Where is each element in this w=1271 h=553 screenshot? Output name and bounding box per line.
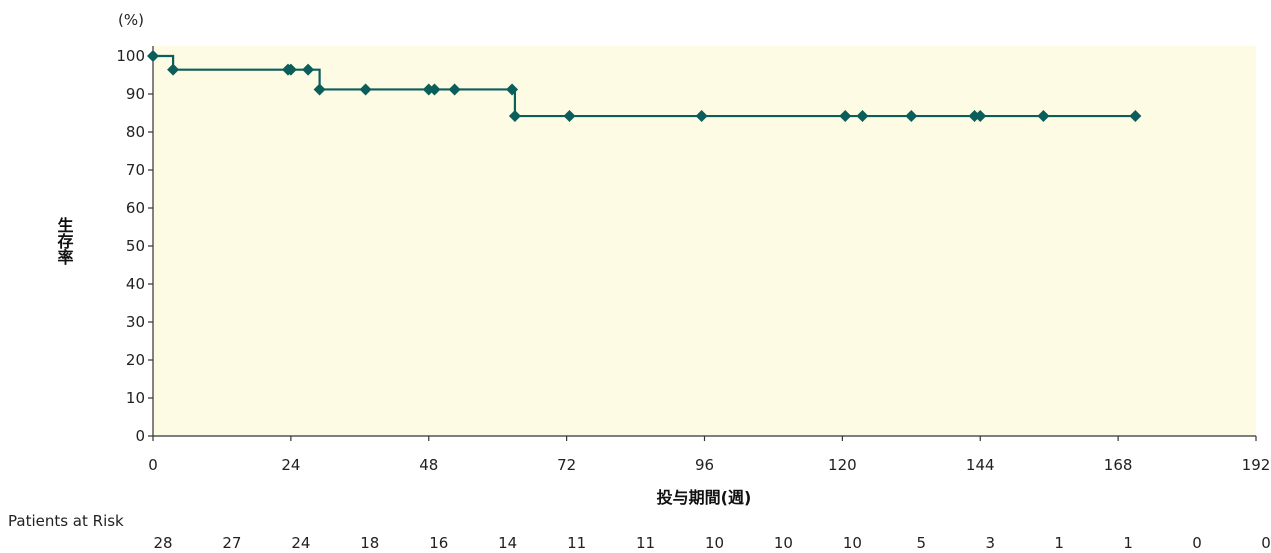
risk-count: 0 [1192, 534, 1202, 552]
x-tick-label: 24 [281, 456, 300, 474]
risk-count: 18 [360, 534, 379, 552]
censor-marker [974, 110, 987, 123]
censor-marker [284, 63, 297, 76]
risk-count: 11 [567, 534, 586, 552]
y-tick-label: 10 [126, 389, 145, 407]
censor-marker [856, 110, 869, 123]
censor-marker [302, 63, 315, 76]
risk-count: 14 [498, 534, 517, 552]
risk-count: 11 [636, 534, 655, 552]
x-tick-label: 0 [148, 456, 158, 474]
risk-count: 3 [985, 534, 995, 552]
censor-marker [506, 83, 519, 96]
risk-count: 24 [291, 534, 310, 552]
censor-marker [563, 110, 576, 123]
y-tick-label: 70 [126, 161, 145, 179]
y-tick-label: 90 [126, 85, 145, 103]
y-unit-label: (%) [118, 11, 144, 29]
y-tick-label: 40 [126, 275, 145, 293]
y-tick-label: 50 [126, 237, 145, 255]
risk-count: 5 [917, 534, 927, 552]
risk-count: 28 [153, 534, 172, 552]
axes: 0 10 20 30 40 50 60 70 80 90 100 0 24 48 72 96 120 144 168… [116, 46, 1270, 474]
risk-count: 0 [1261, 534, 1271, 552]
censor-marker [1037, 110, 1050, 123]
risk-count: 10 [774, 534, 793, 552]
y-tick-label: 80 [126, 123, 145, 141]
plot-background [153, 46, 1256, 436]
y-tick-label: 100 [116, 47, 145, 65]
risk-table: 28 27 24 18 16 14 11 11 10 10 10 5 3 1 1 0 0 [153, 534, 1270, 552]
x-tick-label: 168 [1104, 456, 1133, 474]
risk-count: 10 [843, 534, 862, 552]
risk-table-title: Patients at Risk [8, 512, 124, 530]
x-tick-label: 144 [966, 456, 995, 474]
censor-marker [695, 110, 708, 123]
x-tick-label: 120 [828, 456, 857, 474]
censor-marker [359, 83, 372, 96]
censor-marker [167, 63, 180, 76]
risk-count: 27 [222, 534, 241, 552]
x-tick-label: 192 [1242, 456, 1271, 474]
censor-marker [313, 83, 326, 96]
x-tick-label: 48 [419, 456, 438, 474]
x-axis-title: 投与期間(週) [657, 488, 752, 507]
x-tick-label: 96 [695, 456, 714, 474]
y-tick-label: 30 [126, 313, 145, 331]
censor-markers [147, 50, 1142, 123]
censor-marker [508, 110, 521, 123]
risk-count: 10 [705, 534, 724, 552]
y-tick-label: 0 [135, 427, 145, 445]
censor-marker [448, 83, 461, 96]
risk-count: 1 [1054, 534, 1064, 552]
y-axis-title: 生存率 [55, 216, 74, 266]
x-tick-label: 72 [557, 456, 576, 474]
censor-marker [147, 50, 159, 62]
censor-marker [905, 110, 918, 123]
censor-marker [428, 83, 441, 96]
risk-count: 1 [1123, 534, 1133, 552]
y-tick-label: 60 [126, 199, 145, 217]
y-tick-label: 20 [126, 351, 145, 369]
censor-marker [1129, 110, 1142, 123]
risk-count: 16 [429, 534, 448, 552]
censor-marker [839, 110, 852, 123]
